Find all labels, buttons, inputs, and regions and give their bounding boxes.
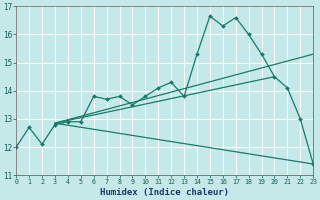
X-axis label: Humidex (Indice chaleur): Humidex (Indice chaleur) <box>100 188 229 197</box>
